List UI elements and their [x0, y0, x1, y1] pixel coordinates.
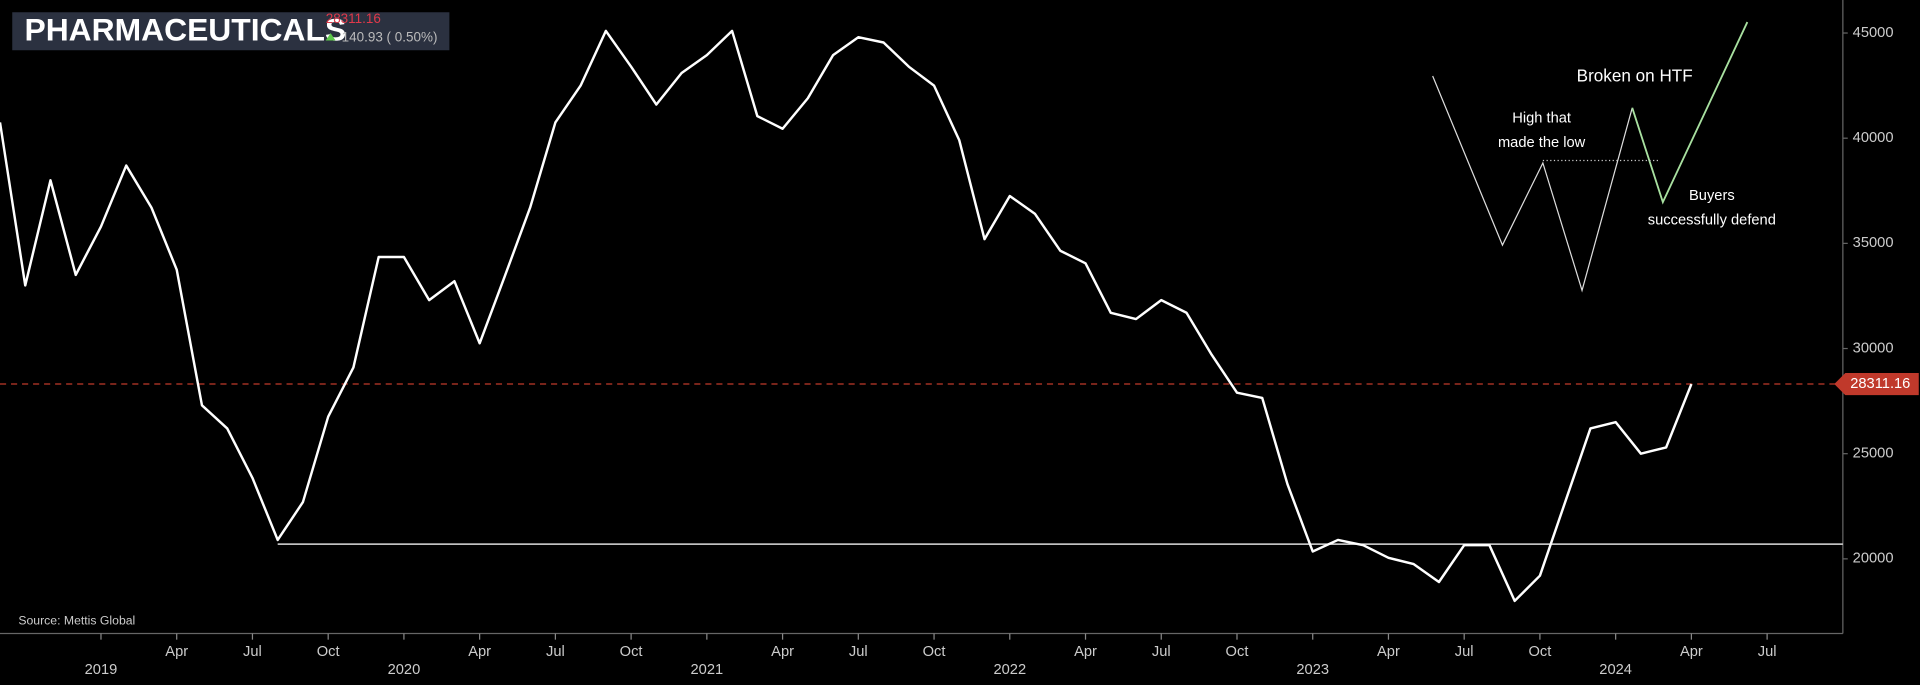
- price-badge: [1834, 373, 1919, 396]
- header-box: [12, 12, 450, 51]
- x-tick-label: Oct: [1226, 644, 1249, 660]
- x-tick-label: Oct: [620, 644, 643, 660]
- price-change: 140.93 ( 0.50%): [342, 30, 438, 45]
- x-tick-label: 2024: [1599, 662, 1632, 678]
- annotation: High that: [1512, 111, 1571, 127]
- x-tick-label: 2021: [691, 662, 724, 678]
- pattern-sketch: [1432, 75, 1633, 293]
- y-tick-label: 40000: [1853, 130, 1894, 146]
- pattern-breakout: [1631, 21, 1749, 205]
- annotation: Buyers: [1689, 188, 1735, 204]
- y-tick-label: 20000: [1853, 551, 1894, 567]
- x-tick-label: 2019: [85, 662, 118, 678]
- last-price: 28311.16: [326, 11, 381, 26]
- x-tick-label: Jul: [546, 644, 565, 660]
- x-tick-label: Apr: [165, 644, 188, 660]
- source: Source: Mettis Global: [18, 614, 135, 628]
- x-tick-label: 2022: [993, 662, 1026, 678]
- chart-title: PHARMACEUTICALS: [24, 11, 346, 47]
- x-tick-label: Oct: [317, 644, 340, 660]
- x-tick-label: Oct: [1528, 644, 1551, 660]
- x-tick-label: 2023: [1296, 662, 1329, 678]
- annotation: Broken on HTF: [1577, 66, 1693, 86]
- y-tick-label: 45000: [1853, 25, 1894, 41]
- x-tick-label: Apr: [1680, 644, 1703, 660]
- x-tick-label: Jul: [1152, 644, 1171, 660]
- x-tick-label: Jul: [849, 644, 868, 660]
- x-tick-label: 2020: [388, 662, 421, 678]
- up-arrow: [325, 33, 336, 41]
- x-tick-label: Jul: [1758, 644, 1777, 660]
- y-tick-label: 35000: [1853, 235, 1894, 251]
- x-tick-label: Oct: [923, 644, 946, 660]
- x-tick-label: Jul: [243, 644, 262, 660]
- annotation: made the low: [1498, 135, 1586, 151]
- x-tick-label: Apr: [1074, 644, 1097, 660]
- y-tick-label: 30000: [1853, 340, 1894, 356]
- x-tick-label: Apr: [1377, 644, 1400, 660]
- x-tick-label: Apr: [468, 644, 491, 660]
- x-tick-label: Jul: [1455, 644, 1474, 660]
- price-line-series: [0, 29, 1693, 603]
- y-tick-label: 25000: [1853, 446, 1894, 462]
- price-badge-label: 28311.16: [1850, 376, 1910, 392]
- x-tick-label: Apr: [771, 644, 794, 660]
- annotation: successfully defend: [1648, 212, 1776, 228]
